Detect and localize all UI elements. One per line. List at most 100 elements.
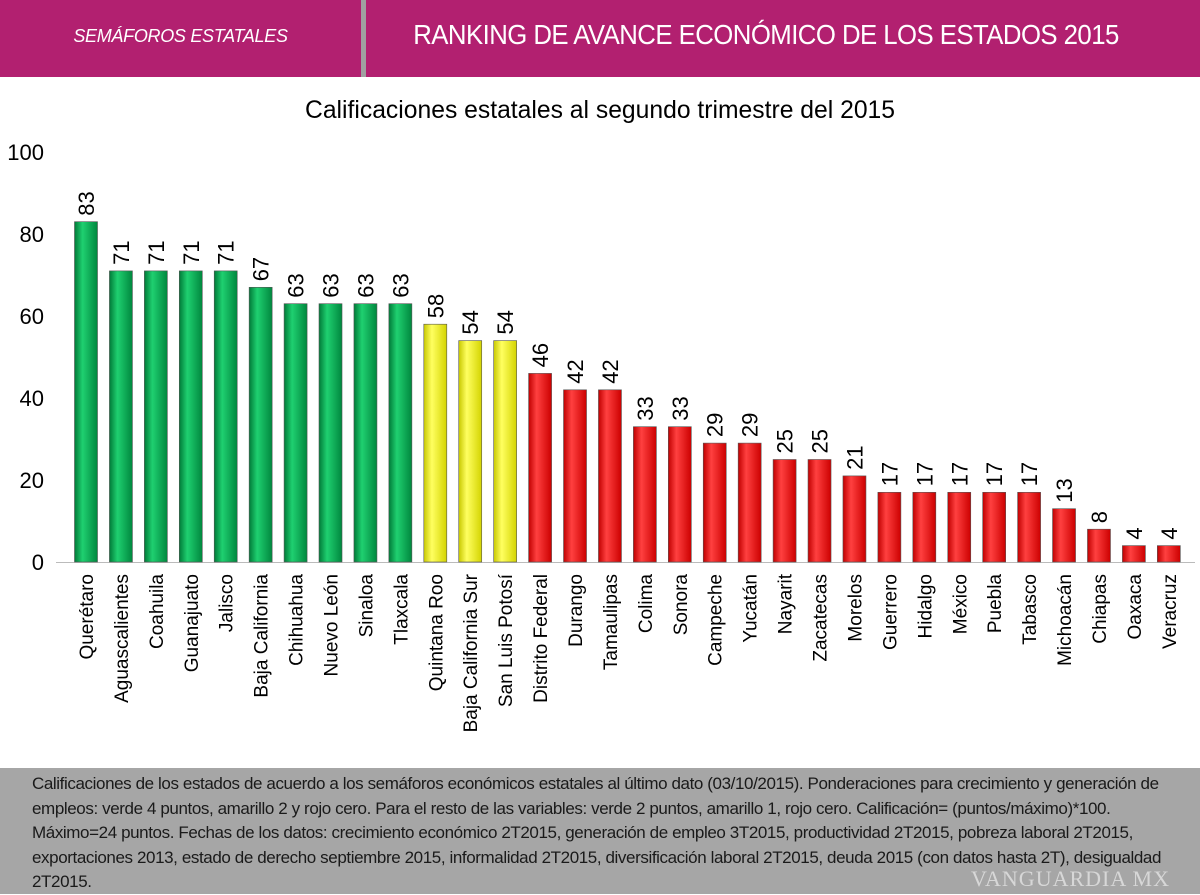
data-label: 42 [563, 359, 588, 383]
bar-campeche [702, 442, 727, 563]
x-tick-label: Puebla [985, 574, 1006, 634]
bar-chiapas [1087, 528, 1111, 563]
data-label: 17 [877, 462, 902, 486]
x-tick-label: Guanajuato [182, 574, 203, 672]
bar-san-luis-potosí [493, 340, 517, 563]
data-label: 71 [214, 240, 239, 264]
bar-querétaro [74, 221, 98, 563]
data-label: 63 [284, 273, 309, 297]
bar-nuevo-león [318, 303, 343, 563]
data-label: 67 [249, 257, 274, 281]
bar-aguascalientes [109, 270, 133, 563]
x-tick-label: Colima [636, 574, 657, 634]
x-tick-label: Sonora [671, 574, 692, 636]
data-label: 29 [738, 413, 763, 437]
bar-tabasco [1017, 491, 1041, 563]
data-label: 83 [74, 191, 99, 215]
bar-coahuila [144, 270, 168, 563]
data-label: 54 [493, 310, 518, 334]
bar-tlaxcala [388, 303, 413, 563]
footer-note: Calificaciones de los estados de acuerdo… [32, 774, 1162, 891]
bar-baja-california-sur [458, 340, 483, 563]
bar-zacatecas [807, 459, 832, 563]
bar-sonora [668, 426, 692, 563]
bar-distrito-federal [528, 373, 552, 563]
x-tick-label: Michoacán [1055, 574, 1076, 666]
bar-durango [563, 389, 587, 563]
bar-sinaloa [353, 303, 378, 563]
bar-quintana-roo [423, 323, 448, 563]
data-label: 17 [912, 462, 937, 486]
bar-veracruz [1157, 545, 1181, 563]
bar-chart: Calificaciones estatales al segundo trim… [7, 96, 1195, 732]
bar-yucatán [737, 442, 762, 563]
data-label: 63 [388, 273, 413, 297]
y-tick-label: 60 [20, 304, 44, 329]
data-label: 58 [423, 294, 448, 318]
x-tick-label: Zacatecas [811, 574, 832, 662]
data-label: 4 [1122, 527, 1147, 539]
x-tick-label: México [950, 574, 971, 634]
bar-chihuahua [283, 303, 308, 563]
x-tick-label: Morelos [845, 574, 866, 642]
data-label: 33 [633, 396, 658, 420]
x-tick-label: Yucatán [741, 574, 762, 643]
bar-morelos [842, 475, 867, 563]
chart-title: Calificaciones estatales al segundo trim… [305, 96, 895, 124]
x-tick-label: Tlaxcala [391, 574, 412, 645]
bar-michoacán [1052, 508, 1076, 563]
y-tick-label: 80 [20, 222, 44, 247]
page-title: RANKING DE AVANCE ECONÓMICO DE LOS ESTAD… [413, 19, 1119, 50]
x-tick-label: Baja California [252, 574, 273, 698]
data-label: 8 [1087, 511, 1112, 523]
bar-puebla [982, 491, 1006, 563]
data-label: 63 [319, 273, 344, 297]
bar-oaxaca [1122, 545, 1146, 563]
x-tick-label: Distrito Federal [531, 574, 552, 703]
x-tick-label: Guerrero [880, 574, 901, 650]
x-tick-label: Tamaulipas [601, 574, 622, 670]
x-tick-label: Chihuahua [287, 574, 308, 666]
data-label: 42 [598, 359, 623, 383]
data-label: 17 [1017, 462, 1042, 486]
x-tick-label: Coahuila [147, 574, 168, 649]
data-label: 71 [144, 240, 169, 264]
x-tick-label: Aguascalientes [112, 574, 133, 703]
data-label: 21 [842, 445, 867, 469]
header-divider [361, 0, 366, 77]
bar-hidalgo [912, 491, 937, 563]
data-label: 46 [528, 343, 553, 367]
data-label: 13 [1052, 478, 1077, 502]
x-tick-label: Nayarit [776, 573, 797, 634]
x-tick-label: Durango [566, 574, 587, 647]
y-tick-label: 100 [7, 140, 44, 165]
bar-tamaulipas [598, 389, 622, 563]
data-label: 29 [703, 413, 728, 437]
bar-colima [633, 426, 657, 563]
data-label: 25 [773, 429, 798, 453]
bar-baja-california [248, 286, 273, 563]
x-tick-label: Sinaloa [356, 574, 377, 638]
watermark-logo: VANGUARDIA MX [970, 866, 1170, 891]
x-tick-label: Veracruz [1160, 574, 1181, 649]
x-tick-label: Tabasco [1020, 574, 1041, 645]
header-banner: SEMÁFOROS ESTATALES RANKING DE AVANCE EC… [0, 0, 1200, 77]
data-label: 4 [1157, 527, 1182, 539]
y-tick-label: 0 [32, 550, 44, 575]
x-tick-label: San Luis Potosí [496, 573, 517, 707]
x-tick-label: Baja California Sur [461, 573, 482, 732]
bar-jalisco [213, 270, 238, 563]
data-label: 33 [668, 396, 693, 420]
x-tick-label: Hidalgo [915, 574, 936, 638]
x-tick-label: Querétaro [77, 574, 98, 660]
y-tick-label: 40 [20, 386, 44, 411]
data-label: 54 [458, 310, 483, 334]
x-tick-label: Campeche [706, 574, 727, 666]
data-label: 71 [109, 240, 134, 264]
x-tick-label: Oaxaca [1125, 574, 1146, 640]
section-label: SEMÁFOROS ESTATALES [73, 26, 288, 46]
data-label: 17 [982, 462, 1007, 486]
footer-note-panel: Calificaciones de los estados de acuerdo… [0, 768, 1200, 894]
x-tick-label: Jalisco [217, 574, 238, 632]
data-label: 25 [808, 429, 833, 453]
